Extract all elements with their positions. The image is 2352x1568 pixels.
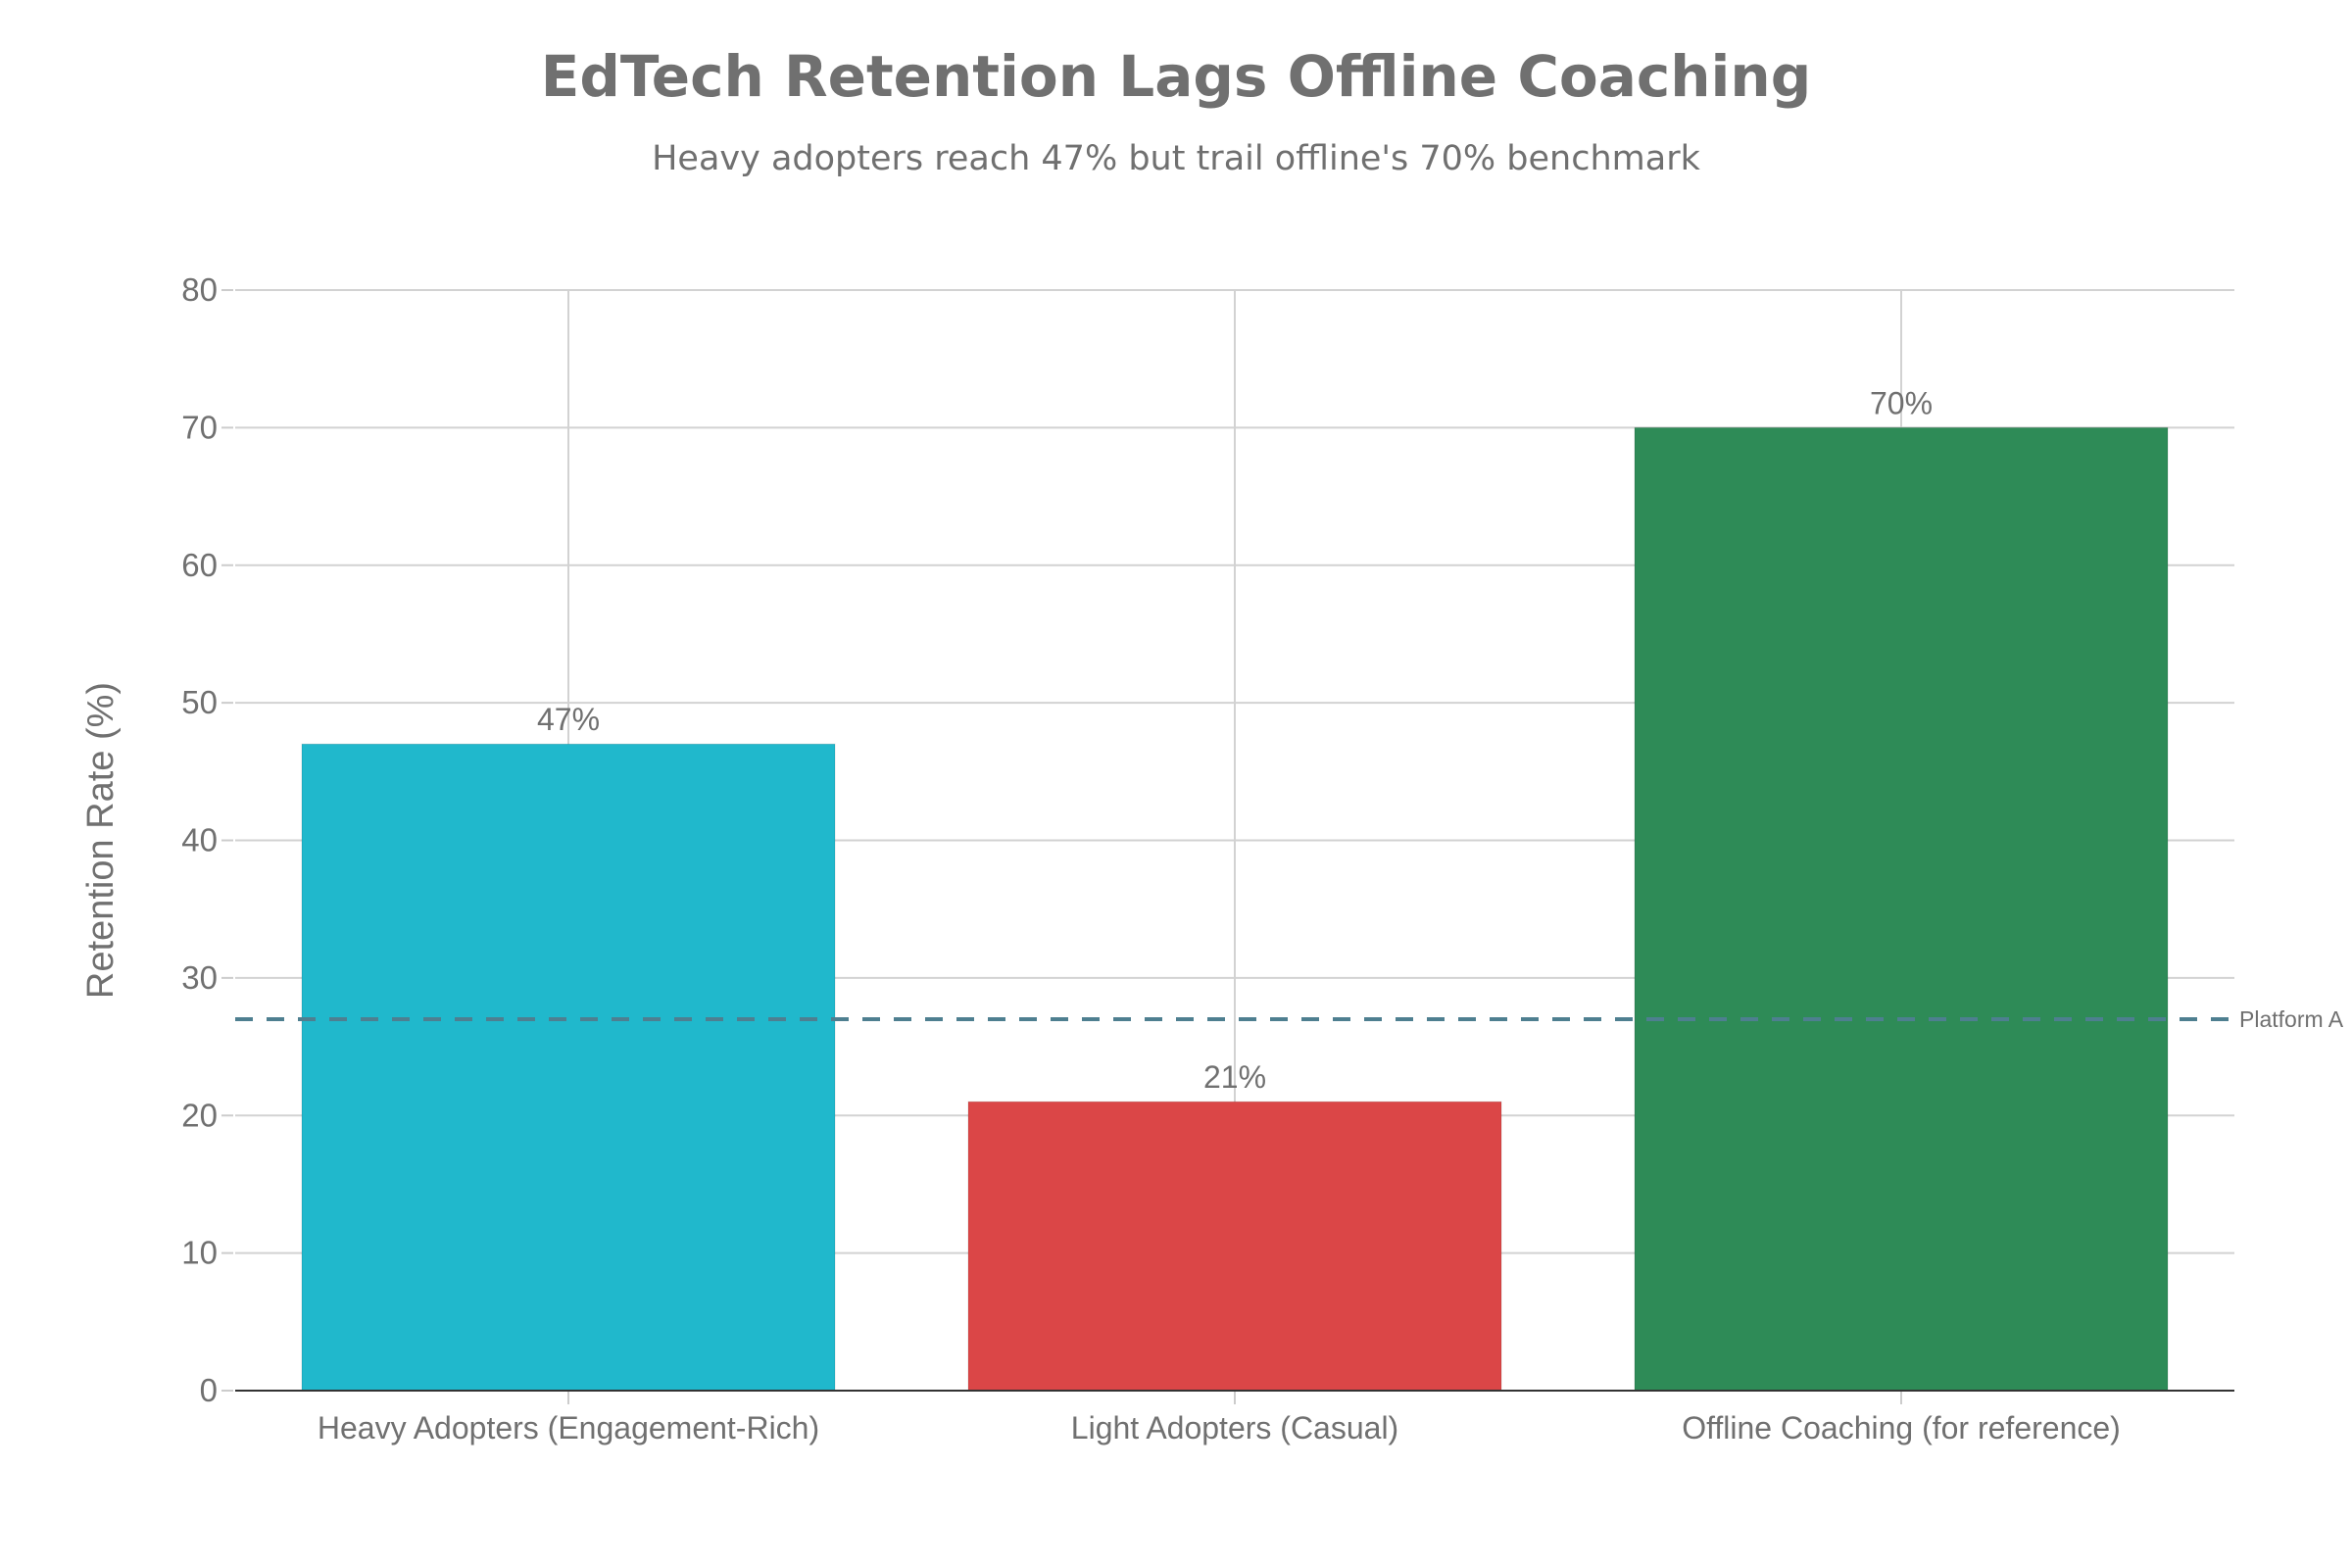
y-tick-label: 60: [181, 547, 218, 583]
axes: [221, 289, 2234, 1404]
x-tick-label: Heavy Adopters (Engagement-Rich): [318, 1410, 819, 1446]
labels: 0 10 20 30 40 50 60 70 80 47% Heavy Adopters (Enga…: [181, 271, 2121, 1446]
y-tick-label: 70: [181, 409, 218, 445]
x-tick-label: Offline Coaching (for reference): [1682, 1410, 2121, 1446]
bars: [301, 426, 2169, 1392]
y-axis-title: Retention Rate (%): [80, 682, 122, 999]
y-tick-label: 50: [181, 684, 218, 720]
data-label: 21%: [1203, 1059, 1266, 1095]
y-tick-label: 80: [181, 271, 218, 308]
bar: [1634, 426, 2169, 1392]
y-tick-label: 10: [181, 1235, 218, 1271]
y-tick-label: 0: [200, 1372, 218, 1408]
chart-subtitle: Heavy adopters reach 47% but trail offli…: [652, 139, 1700, 178]
y-tick-label: 20: [181, 1097, 218, 1133]
x-tick-label: Light Adopters (Casual): [1071, 1410, 1398, 1446]
bar: [967, 1101, 1502, 1392]
data-label: 47%: [537, 702, 600, 737]
y-tick-label: 30: [181, 959, 218, 996]
reference-line-label: Platform A: [2239, 1006, 2344, 1032]
y-tick-label: 40: [181, 822, 218, 858]
reference-line-group: Platform A: [235, 1006, 2344, 1032]
bar: [301, 743, 836, 1392]
chart-title: EdTech Retention Lags Offline Coaching: [540, 43, 1812, 110]
data-label: 70%: [1870, 385, 1933, 420]
